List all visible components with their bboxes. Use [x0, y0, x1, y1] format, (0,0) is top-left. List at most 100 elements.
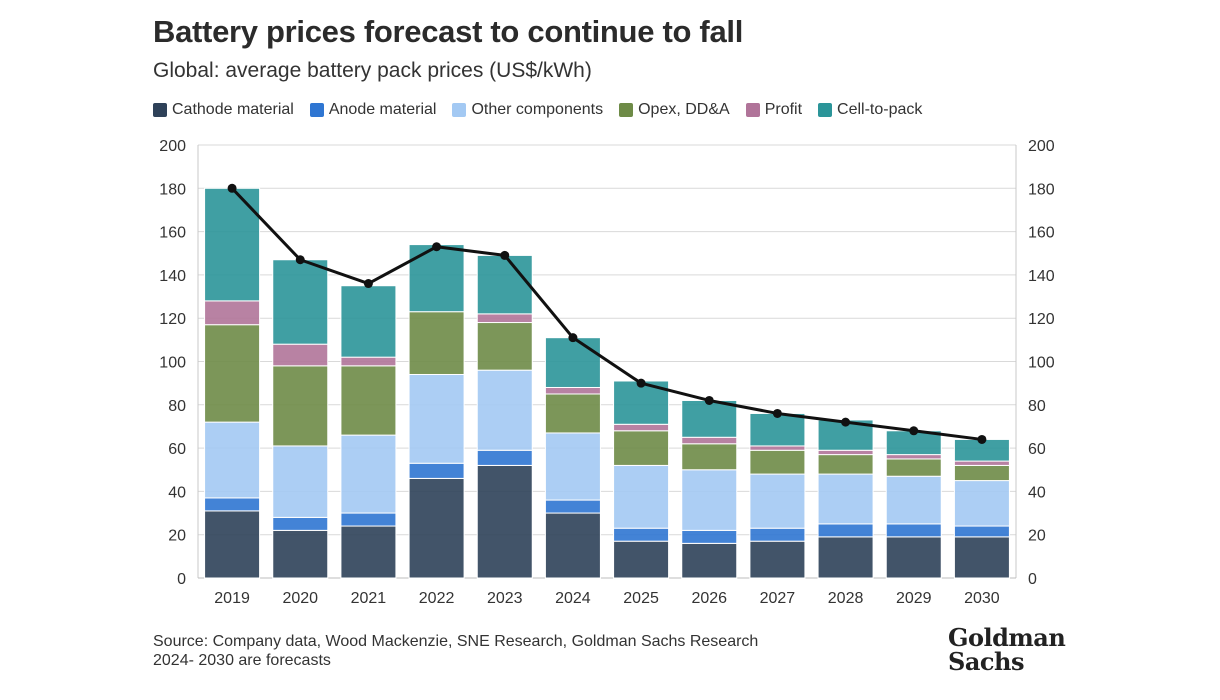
legend-item-2: Other components — [452, 101, 603, 119]
legend-item-5: Cell-to-pack — [818, 101, 922, 119]
bar-2029-series-1 — [885, 523, 942, 538]
y-tick-left-4: 80 — [168, 398, 186, 415]
logo-line-2: Sachs — [948, 647, 1024, 676]
bar-2022-series-1 — [408, 462, 465, 479]
bar-2028-series-1 — [817, 523, 874, 538]
legend-item-3: Opex, DD&A — [619, 101, 730, 119]
y-tick-left-2: 40 — [168, 484, 186, 501]
line-point-2022 — [432, 242, 442, 252]
bar-2028-series-0 — [817, 536, 874, 579]
y-tick-left-0: 0 — [177, 571, 186, 588]
bar-2027-series-4 — [749, 445, 806, 451]
x-tick-2023: 2023 — [487, 590, 523, 607]
bar-2027-series-0 — [749, 540, 806, 579]
bar-2023-series-4 — [476, 313, 533, 324]
x-tick-2028: 2028 — [828, 590, 864, 607]
bar-2022-series-0 — [408, 477, 465, 579]
bar-2020-series-2 — [272, 445, 329, 518]
bar-2019-series-1 — [204, 497, 261, 512]
bar-2026-series-4 — [681, 436, 738, 445]
bar-2024-series-1 — [544, 499, 601, 514]
bar-2020-series-1 — [272, 516, 329, 531]
y-tick-right-2: 40 — [1028, 484, 1046, 501]
legend-swatch-0 — [153, 103, 167, 117]
bar-2026-series-3 — [681, 443, 738, 471]
y-tick-right-9: 180 — [1028, 181, 1055, 198]
y-tick-left-5: 100 — [159, 355, 186, 372]
bar-2021-series-3 — [340, 365, 397, 436]
bar-2019-series-5 — [204, 187, 261, 302]
line-point-2030 — [977, 434, 987, 444]
bar-2024-series-3 — [544, 393, 601, 434]
bar-2022-series-5 — [408, 244, 465, 313]
bar-2030-series-0 — [953, 536, 1010, 579]
bar-2021-series-0 — [340, 525, 397, 579]
x-tick-2019: 2019 — [214, 590, 250, 607]
bar-2026-series-1 — [681, 529, 738, 544]
line-point-2019 — [227, 183, 237, 193]
bar-2023-series-1 — [476, 449, 533, 466]
y-tick-right-7: 140 — [1028, 268, 1055, 285]
x-tick-2030: 2030 — [964, 590, 1000, 607]
bar-2026-series-0 — [681, 542, 738, 579]
bar-2020-series-4 — [272, 343, 329, 367]
goldman-sachs-logo: Goldman Sachs — [948, 623, 1066, 676]
legend-label-2: Other components — [471, 101, 604, 118]
bar-2025-series-3 — [613, 430, 670, 466]
bar-2019-series-2 — [204, 421, 261, 499]
legend-label-3: Opex, DD&A — [638, 101, 730, 118]
bar-2020-series-3 — [272, 365, 329, 447]
line-point-2028 — [841, 417, 851, 427]
legend-label-4: Profit — [764, 101, 803, 118]
bar-2023-series-2 — [476, 369, 533, 451]
bar-2021-series-1 — [340, 512, 397, 527]
x-tick-2026: 2026 — [691, 590, 727, 607]
y-tick-right-8: 160 — [1028, 225, 1055, 242]
bar-2028-series-4 — [817, 449, 874, 456]
bar-2027-series-2 — [749, 473, 806, 529]
bar-2028-series-2 — [817, 473, 874, 525]
bar-2027-series-3 — [749, 449, 806, 475]
line-point-2024 — [568, 333, 578, 343]
y-tick-left-7: 140 — [159, 268, 186, 285]
bar-2025-series-4 — [613, 423, 670, 432]
x-tick-2021: 2021 — [351, 590, 387, 607]
legend-swatch-3 — [619, 103, 634, 117]
bar-2028-series-3 — [817, 454, 874, 475]
line-point-2027 — [772, 408, 782, 418]
y-tick-left-3: 60 — [168, 441, 186, 458]
legend-label-0: Cathode material — [172, 101, 294, 118]
y-tick-right-6: 120 — [1028, 311, 1055, 328]
y-tick-right-4: 80 — [1028, 398, 1046, 415]
line-point-2023 — [500, 250, 510, 260]
logo-line-1: Goldman — [948, 623, 1066, 652]
line-point-2020 — [295, 255, 305, 265]
forecast-note: 2024- 2030 are forecasts — [153, 652, 331, 669]
bar-2030-series-2 — [953, 480, 1010, 527]
legend-swatch-4 — [745, 103, 760, 117]
x-tick-2024: 2024 — [555, 590, 591, 607]
bar-2022-series-3 — [408, 311, 465, 375]
bar-2025-series-2 — [613, 464, 670, 529]
chart-title: Battery prices forecast to continue to f… — [153, 14, 744, 49]
bar-2024-series-5 — [544, 337, 601, 388]
line-point-2021 — [363, 279, 373, 289]
legend-swatch-5 — [818, 103, 833, 117]
bar-2029-series-3 — [885, 458, 942, 477]
bar-2021-series-4 — [340, 356, 397, 367]
x-tick-2022: 2022 — [419, 590, 455, 607]
x-tick-2027: 2027 — [760, 590, 796, 607]
y-tick-right-0: 0 — [1028, 571, 1037, 588]
y-tick-left-9: 180 — [159, 181, 186, 198]
y-tick-left-10: 200 — [159, 138, 186, 155]
bar-2030-series-4 — [953, 460, 1010, 466]
bar-2025-series-1 — [613, 527, 670, 542]
y-tick-right-1: 20 — [1028, 528, 1046, 545]
bar-2029-series-4 — [885, 454, 942, 460]
legend-label-1: Anode material — [328, 101, 437, 118]
line-point-2025 — [636, 378, 646, 388]
y-tick-left-8: 160 — [159, 225, 186, 242]
bar-2021-series-5 — [340, 285, 397, 358]
bar-2029-series-0 — [885, 536, 942, 579]
